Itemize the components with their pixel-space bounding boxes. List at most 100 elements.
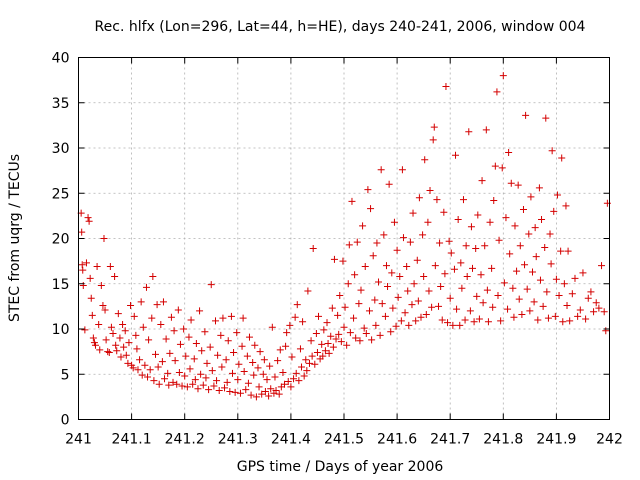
data-point	[111, 273, 119, 281]
data-point	[424, 218, 432, 226]
data-point	[602, 327, 610, 335]
x-tick-label: 242	[596, 432, 623, 448]
data-point	[495, 236, 503, 244]
data-point	[305, 359, 313, 367]
data-point	[274, 357, 282, 365]
grid	[78, 57, 610, 420]
data-point	[320, 326, 328, 334]
data-point	[530, 298, 538, 306]
data-point	[255, 383, 263, 391]
x-tick-label: 241.1	[112, 432, 152, 448]
data-point	[203, 359, 211, 367]
data-point	[390, 218, 398, 226]
data-point	[101, 306, 109, 314]
data-point	[542, 114, 550, 122]
data-point	[361, 263, 369, 271]
data-point	[340, 323, 348, 331]
data-point	[142, 283, 150, 291]
data-point	[136, 356, 144, 364]
data-point	[205, 386, 213, 394]
y-tick-label: 10	[52, 322, 70, 338]
data-point	[279, 368, 287, 376]
data-point	[388, 269, 396, 277]
data-point	[334, 311, 342, 319]
data-point	[564, 247, 572, 255]
data-point	[436, 239, 444, 247]
data-point	[218, 363, 226, 371]
data-point	[81, 326, 89, 334]
data-point	[343, 341, 351, 349]
x-tick-label: 241.9	[536, 432, 576, 448]
data-point	[149, 273, 157, 281]
data-point	[523, 285, 531, 293]
data-point	[158, 358, 166, 366]
data-point	[489, 303, 497, 311]
data-point	[102, 336, 110, 344]
data-point	[144, 373, 152, 381]
data-point	[539, 302, 547, 310]
data-point	[518, 311, 526, 319]
data-point	[422, 311, 430, 319]
data-point	[312, 330, 320, 338]
data-point	[327, 332, 335, 340]
data-point	[394, 293, 402, 301]
data-point	[461, 316, 469, 324]
data-point	[566, 317, 574, 325]
data-point	[221, 384, 229, 392]
data-point	[435, 302, 443, 310]
data-point	[457, 259, 465, 267]
data-point	[259, 370, 267, 378]
data-point	[590, 308, 598, 316]
y-tick-label: 30	[52, 141, 70, 157]
data-point	[261, 387, 269, 395]
data-point	[254, 364, 262, 372]
data-point	[321, 347, 329, 355]
data-point	[357, 286, 365, 294]
data-point	[408, 301, 416, 309]
data-point	[109, 330, 117, 338]
data-point	[250, 371, 258, 379]
x-tick-labels: 241 241.1 241.2 241.3 241.4 241.5 241.6 241.7 24…	[65, 432, 623, 448]
data-point	[214, 351, 222, 359]
data-point	[365, 307, 373, 315]
data-point	[511, 222, 519, 230]
data-point	[393, 246, 401, 254]
data-point	[127, 301, 135, 309]
data-point	[513, 267, 521, 275]
data-point	[392, 322, 400, 330]
data-point	[510, 313, 518, 321]
data-point	[275, 390, 283, 398]
data-point	[440, 208, 448, 216]
data-point	[568, 290, 576, 298]
data-point	[139, 323, 147, 331]
data-point	[592, 299, 600, 307]
data-point	[247, 391, 255, 399]
data-point	[472, 244, 480, 252]
data-point	[543, 288, 551, 296]
data-point	[284, 377, 292, 385]
data-point	[582, 315, 590, 323]
data-point	[571, 274, 579, 282]
data-point	[412, 317, 420, 325]
data-point	[396, 273, 404, 281]
data-point	[245, 333, 253, 341]
data-point	[384, 282, 392, 290]
data-point	[467, 223, 475, 231]
y-tick-label: 20	[52, 232, 70, 248]
data-point	[475, 315, 483, 323]
data-point	[429, 136, 437, 144]
y-tick-label: 5	[61, 367, 70, 383]
data-point	[154, 363, 162, 371]
data-point	[494, 292, 502, 300]
data-point	[550, 207, 558, 215]
data-point	[348, 197, 356, 205]
data-point	[169, 378, 177, 386]
data-point	[226, 387, 234, 395]
data-point	[341, 303, 349, 311]
data-point	[463, 273, 471, 281]
data-point	[201, 328, 209, 336]
data-point	[469, 264, 477, 272]
data-point	[499, 72, 507, 80]
data-point	[562, 202, 570, 210]
data-point	[493, 88, 501, 96]
